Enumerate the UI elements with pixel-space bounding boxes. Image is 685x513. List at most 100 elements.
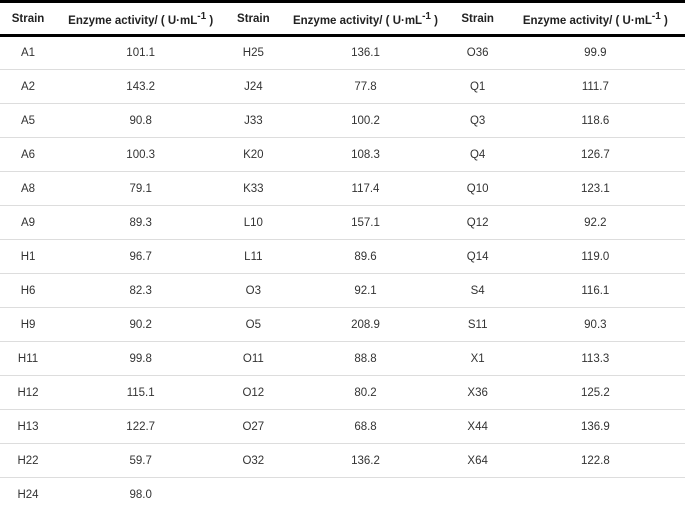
enzyme-activity-cell: 90.3 [584, 318, 607, 331]
table-row: A2 143.2 J24 77.8 Q1 111.7 [0, 70, 685, 104]
enzyme-activity-cell: 88.8 [354, 352, 377, 365]
enzyme-activity-cell: 116.1 [581, 284, 610, 297]
enzyme-activity-cell: 126.7 [580, 148, 610, 161]
enzyme-activity-cell: 92.1 [354, 284, 377, 297]
table-row: H22 59.7 O32 136.2 X64 122.8 [0, 444, 685, 478]
strain-cell: H24 [17, 488, 39, 501]
enzyme-activity-cell: 113.3 [581, 352, 610, 365]
table-row: H1 96.7 L11 89.6 Q14 119.0 [0, 240, 685, 274]
enzyme-activity-cell: 98.0 [129, 488, 152, 501]
table-header: Strain Enzyme activity/ ( U·mL-1 ) Strain E… [0, 1, 685, 36]
strain-cell: S4 [470, 284, 485, 297]
header-text: ) [206, 14, 214, 27]
table-row: H24 98.0 [0, 478, 685, 512]
strain-cell: A6 [21, 148, 36, 161]
strain-cell: O11 [242, 352, 264, 365]
strain-cell: H22 [17, 454, 39, 467]
column-header-strain: Strain [237, 12, 270, 25]
enzyme-activity-cell: 101.1 [126, 47, 156, 59]
enzyme-activity-cell: 136.2 [351, 454, 380, 467]
enzyme-activity-cell: 89.6 [354, 250, 377, 263]
strain-cell: O5 [245, 318, 262, 331]
enzyme-activity-cell: 123.1 [580, 182, 610, 195]
strain-cell: Q10 [466, 182, 489, 195]
table-row: A8 79.1 K33 117.4 Q10 123.1 [0, 172, 685, 206]
header-superscript: -1 [422, 10, 431, 22]
strain-cell [225, 478, 281, 512]
header-text: ) [430, 14, 439, 27]
enzyme-activity-cell: 122.8 [580, 454, 610, 467]
strain-cell: H11 [17, 352, 39, 365]
enzyme-activity-cell: 111.7 [581, 80, 609, 93]
enzyme-activity-cell: 90.8 [129, 114, 152, 127]
enzyme-activity-cell: 59.7 [129, 454, 152, 467]
header-text: Enzyme activity/ ( U·mL [68, 14, 198, 27]
header-superscript: -1 [651, 10, 661, 22]
strain-cell: X64 [467, 454, 488, 467]
enzyme-activity-cell: 117.4 [351, 182, 380, 195]
enzyme-activity-cell: 115.1 [126, 386, 155, 399]
enzyme-activity-cell: 118.6 [581, 114, 610, 127]
enzyme-activity-cell: 143.2 [126, 80, 156, 93]
column-header-strain: Strain [11, 12, 45, 25]
strain-cell: Q1 [469, 80, 486, 93]
strain-cell: Q12 [466, 216, 489, 229]
table-row: H11 99.8 O11 88.8 X1 113.3 [0, 342, 685, 376]
enzyme-activity-cell: 68.8 [354, 420, 377, 433]
strain-cell: A9 [21, 216, 36, 229]
strain-cell: Q14 [466, 250, 489, 263]
enzyme-activity-cell: 125.2 [580, 386, 610, 399]
enzyme-activity-cell: 89.3 [129, 216, 152, 229]
strain-cell: H1 [20, 250, 36, 263]
column-header-strain: Strain [461, 12, 494, 25]
enzyme-activity-cell: 157.1 [351, 216, 380, 229]
strain-cell: H25 [242, 47, 264, 59]
strain-cell: X36 [467, 386, 488, 399]
strain-cell: A5 [21, 114, 36, 127]
strain-cell: J24 [244, 80, 263, 93]
table-row: A9 89.3 L10 157.1 Q12 92.2 [0, 206, 685, 240]
enzyme-activity-cell: 90.2 [129, 318, 152, 331]
strain-cell: J33 [244, 114, 263, 127]
enzyme-activity-cell: 80.2 [354, 386, 377, 399]
enzyme-activity-cell: 100.2 [351, 114, 380, 127]
column-header-enzyme-activity: Enzyme activity/ ( U·mL-1 ) [281, 2, 449, 36]
enzyme-activity-cell: 108.3 [351, 148, 380, 161]
enzyme-activity-cell: 136.9 [580, 420, 610, 433]
strain-cell: K33 [243, 182, 264, 195]
strain-cell: O12 [242, 386, 265, 399]
strain-cell: Q4 [469, 148, 486, 161]
strain-cell: H6 [20, 284, 36, 297]
strain-cell: X44 [467, 420, 488, 433]
strain-cell: X1 [470, 352, 485, 365]
header-text: ) [660, 14, 668, 27]
enzyme-activity-cell: 100.3 [126, 148, 156, 161]
strain-cell: H13 [17, 420, 39, 433]
table-row: H6 82.3 O3 92.1 S4 116.1 [0, 274, 685, 308]
table-body: A1 101.1 H25 136.1 O36 99.9 A2 143.2 J24 77.8 Q1 11… [0, 36, 685, 512]
enzyme-activity-cell: 77.8 [354, 80, 377, 93]
enzyme-activity-cell [281, 478, 449, 512]
header-text: Enzyme activity/ ( U·mL [292, 14, 423, 27]
table-row: A6 100.3 K20 108.3 Q4 126.7 [0, 138, 685, 172]
strain-cell: S11 [467, 318, 488, 331]
strain-cell: Q3 [469, 114, 486, 127]
enzyme-activity-cell: 208.9 [351, 318, 380, 331]
enzyme-activity-cell: 99.9 [584, 47, 607, 59]
strain-cell: L10 [243, 216, 263, 229]
enzyme-activity-cell: 82.3 [129, 284, 152, 297]
table-row: H12 115.1 O12 80.2 X36 125.2 [0, 376, 685, 410]
enzyme-activity-cell [506, 478, 685, 512]
column-header-enzyme-activity: Enzyme activity/ ( U·mL-1 ) [56, 2, 225, 36]
table-row: A5 90.8 J33 100.2 Q3 118.6 [0, 104, 685, 138]
enzyme-activity-cell: 96.7 [129, 250, 152, 263]
strain-cell: A2 [21, 80, 36, 93]
strain-cell [450, 478, 506, 512]
strain-cell: A1 [21, 47, 36, 59]
enzyme-activity-cell: 92.2 [584, 216, 607, 229]
enzyme-activity-cell: 99.8 [129, 352, 152, 365]
enzyme-activity-cell: 119.0 [581, 250, 610, 263]
column-header-enzyme-activity: Enzyme activity/ ( U·mL-1 ) [506, 2, 685, 36]
strain-cell: O36 [466, 47, 489, 59]
